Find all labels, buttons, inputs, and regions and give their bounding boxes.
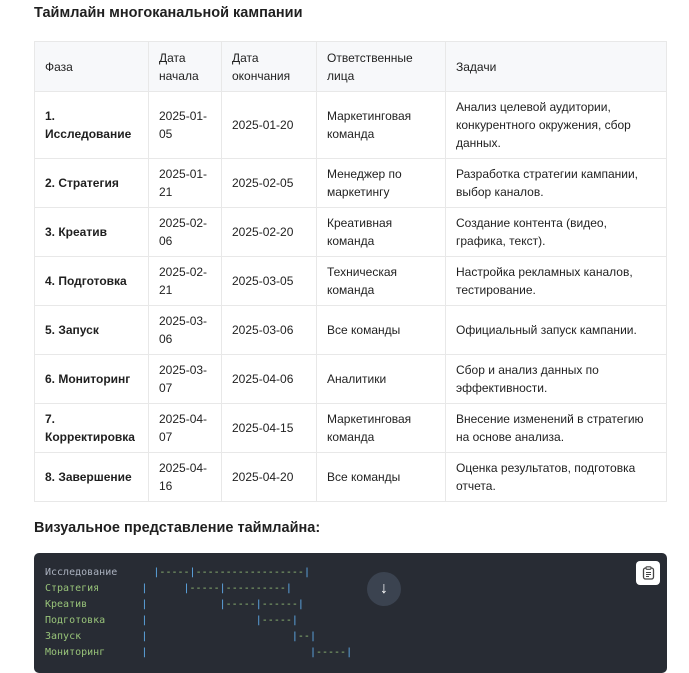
cell-start-date: 2025-01-21 xyxy=(148,158,222,208)
cell-owners: Техническая команда xyxy=(316,256,446,306)
cell-phase: 8. Завершение xyxy=(34,452,149,502)
cell-tasks: Разработка стратегии кампании, выбор кан… xyxy=(445,158,667,208)
timeline-bar: |-----|------------------| xyxy=(153,567,310,578)
timeline-table: Фаза Дата начала Дата окончания Ответств… xyxy=(34,41,667,502)
table-row: 2. Стратегия 2025-01-21 2025-02-05 Менеджер… xyxy=(34,158,667,208)
copy-button[interactable] xyxy=(636,561,660,585)
cell-start-date: 2025-01-05 xyxy=(148,91,222,159)
cell-end-date: 2025-03-05 xyxy=(221,256,317,306)
timeline-label: Мониторинг xyxy=(45,647,106,658)
cell-owners: Креативная команда xyxy=(316,207,446,257)
cell-phase: 2. Стратегия xyxy=(34,158,149,208)
timeline-bar: | |-----| xyxy=(141,615,298,626)
table-row: 1. Исследование 2025-01-05 2025-01-20 Марке… xyxy=(34,91,667,159)
cell-start-date: 2025-04-16 xyxy=(148,452,222,502)
timeline-label: Исследование xyxy=(45,567,118,578)
timeline-bar: | |-----| xyxy=(141,647,353,658)
table-header-row: Фаза Дата начала Дата окончания Ответств… xyxy=(34,41,667,92)
cell-owners: Все команды xyxy=(316,452,446,502)
header-phase: Фаза xyxy=(34,41,149,92)
cell-start-date: 2025-04-07 xyxy=(148,403,222,453)
cell-end-date: 2025-04-15 xyxy=(221,403,317,453)
header-owners: Ответственные лица xyxy=(316,41,446,92)
cell-owners: Маркетинговая команда xyxy=(316,403,446,453)
cell-tasks: Официальный запуск кампании. xyxy=(445,305,667,355)
cell-phase: 6. Мониторинг xyxy=(34,354,149,404)
table-row: 6. Мониторинг 2025-03-07 2025-04-06 Аналити… xyxy=(34,354,667,404)
cell-start-date: 2025-03-07 xyxy=(148,354,222,404)
table-row: 3. Креатив 2025-02-06 2025-02-20 Креативная… xyxy=(34,207,667,257)
table-row: 5. Запуск 2025-03-06 2025-03-06 Все команды… xyxy=(34,305,667,355)
header-start: Дата начала xyxy=(148,41,222,92)
timeline-bar: | |-----|----------| xyxy=(141,583,292,594)
cell-end-date: 2025-04-06 xyxy=(221,354,317,404)
cell-owners: Менеджер по маркетингу xyxy=(316,158,446,208)
table-row: 8. Завершение 2025-04-16 2025-04-20 Все ком… xyxy=(34,452,667,502)
cell-phase: 1. Исследование xyxy=(34,91,149,159)
cell-phase: 4. Подготовка xyxy=(34,256,149,306)
cell-end-date: 2025-02-05 xyxy=(221,158,317,208)
cell-start-date: 2025-03-06 xyxy=(148,305,222,355)
cell-tasks: Оценка результатов, подготовка отчета. xyxy=(445,452,667,502)
cell-end-date: 2025-01-20 xyxy=(221,91,317,159)
timeline-ascii: Исследование |-----|------------------| … xyxy=(45,565,352,661)
timeline-label: Подготовка xyxy=(45,615,106,626)
cell-tasks: Анализ целевой аудитории, конкурентного … xyxy=(445,91,667,159)
header-tasks: Задачи xyxy=(445,41,667,92)
page-title: Таймлайн многоканальной кампании xyxy=(34,5,303,21)
cell-tasks: Создание контента (видео, графика, текст… xyxy=(445,207,667,257)
code-block: Исследование |-----|------------------| … xyxy=(34,553,667,673)
cell-end-date: 2025-03-06 xyxy=(221,305,317,355)
timeline-label: Запуск xyxy=(45,631,82,642)
cell-phase: 5. Запуск xyxy=(34,305,149,355)
cell-start-date: 2025-02-06 xyxy=(148,207,222,257)
cell-end-date: 2025-02-20 xyxy=(221,207,317,257)
timeline-bar: | |--| xyxy=(141,631,316,642)
cell-phase: 3. Креатив xyxy=(34,207,149,257)
table-row: 7. Корректировка 2025-04-07 2025-04-15 Марк… xyxy=(34,403,667,453)
visual-section-title: Визуальное представление таймлайна: xyxy=(34,520,321,536)
timeline-label: Креатив xyxy=(45,599,88,610)
table-row: 4. Подготовка 2025-02-21 2025-03-05 Техниче… xyxy=(34,256,667,306)
cell-phase: 7. Корректировка xyxy=(34,403,149,453)
timeline-label: Стратегия xyxy=(45,583,100,594)
cell-end-date: 2025-04-20 xyxy=(221,452,317,502)
timeline-bar: | |-----|------| xyxy=(141,599,304,610)
cell-owners: Маркетинговая команда xyxy=(316,91,446,159)
cell-owners: Аналитики xyxy=(316,354,446,404)
clipboard-icon xyxy=(642,566,654,580)
cell-tasks: Сбор и анализ данных по эффективности. xyxy=(445,354,667,404)
header-end: Дата окончания xyxy=(221,41,317,92)
cell-tasks: Внесение изменений в стратегию на основе… xyxy=(445,403,667,453)
cell-tasks: Настройка рекламных каналов, тестировани… xyxy=(445,256,667,306)
scroll-down-button[interactable]: ↓ xyxy=(367,572,401,606)
cell-start-date: 2025-02-21 xyxy=(148,256,222,306)
arrow-down-icon: ↓ xyxy=(380,580,388,597)
cell-owners: Все команды xyxy=(316,305,446,355)
